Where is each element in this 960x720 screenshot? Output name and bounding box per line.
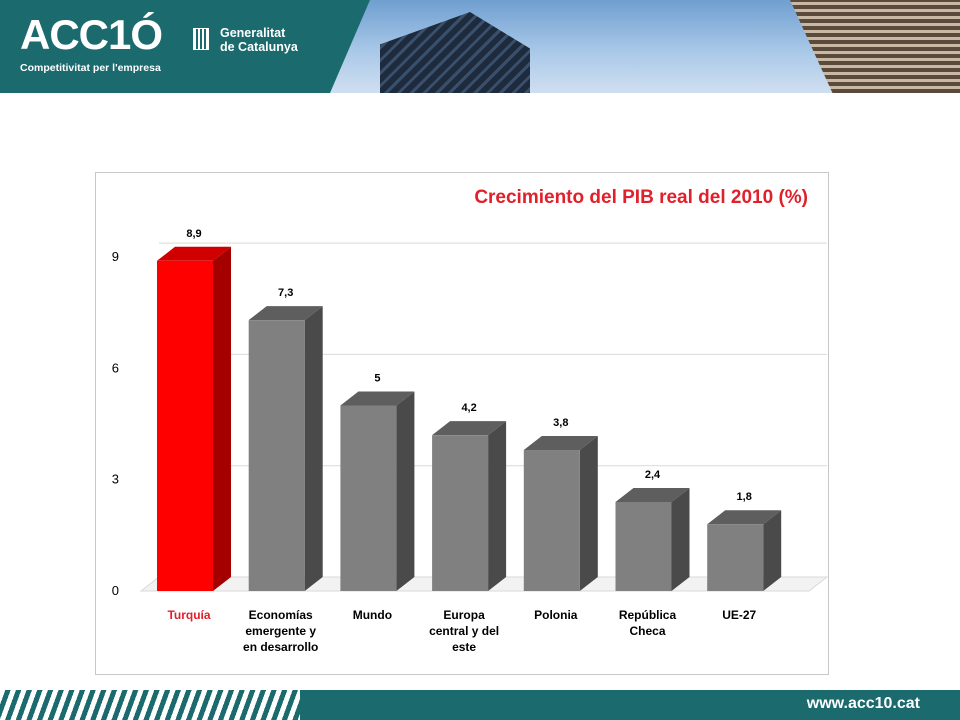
bar bbox=[523, 450, 580, 591]
data-label: 8,9 bbox=[186, 228, 201, 240]
y-tick-label: 9 bbox=[112, 249, 119, 264]
acc10-logo[interactable]: ACC1Ó bbox=[20, 11, 163, 58]
category-label: en desarrollo bbox=[243, 640, 318, 654]
category-label: Polonia bbox=[534, 608, 578, 622]
y-tick-label: 3 bbox=[112, 472, 119, 487]
data-label: 5 bbox=[374, 373, 380, 385]
footer-url-link[interactable]: www.acc10.cat bbox=[806, 695, 920, 712]
category-label: este bbox=[452, 640, 476, 654]
bar-top bbox=[615, 487, 690, 502]
bar-side bbox=[488, 421, 507, 591]
y-tick-label: 0 bbox=[112, 583, 119, 598]
chart-panel: 0 3 6 9 8,9 Turquía 7,3 Economías emergente y en … bbox=[95, 172, 829, 675]
bar bbox=[707, 524, 764, 591]
bar-side bbox=[763, 510, 782, 591]
header-banner: ACC1Ó Competitivitat per l'empresa Gener… bbox=[0, 0, 960, 93]
category-label: Europa bbox=[443, 608, 485, 622]
category-label: Turquía bbox=[167, 608, 210, 622]
bar-top bbox=[248, 306, 323, 321]
category-label: Mundo bbox=[353, 608, 392, 622]
y-tick-label: 6 bbox=[112, 360, 119, 375]
category-label: Checa bbox=[629, 624, 665, 638]
chart-title: Crecimiento del PIB real del 2010 (%) bbox=[474, 187, 808, 208]
bar-side bbox=[579, 436, 598, 591]
footer-stripes bbox=[0, 690, 300, 720]
bar-side bbox=[396, 391, 415, 591]
bar bbox=[157, 260, 213, 591]
bar bbox=[248, 320, 305, 591]
data-label: 4,2 bbox=[461, 402, 476, 414]
category-label: central y del bbox=[429, 624, 499, 638]
bar-chart: 0 3 6 9 8,9 Turquía 7,3 Economías emergente y en … bbox=[112, 228, 828, 654]
bar bbox=[432, 435, 489, 591]
generalitat-line2: de Catalunya bbox=[220, 40, 298, 54]
data-label: 1,8 bbox=[737, 491, 752, 503]
bar bbox=[340, 405, 397, 591]
footer-bar: www.acc10.cat bbox=[0, 690, 960, 720]
bar-top bbox=[157, 246, 231, 261]
generalitat-logo: Generalitat de Catalunya bbox=[220, 26, 298, 54]
bar-top bbox=[432, 421, 507, 436]
bar bbox=[615, 501, 672, 591]
bar-side bbox=[213, 246, 231, 591]
data-label: 7,3 bbox=[278, 287, 293, 299]
category-label: República bbox=[619, 608, 677, 622]
generalitat-line1: Generalitat bbox=[220, 26, 286, 40]
bar-top bbox=[340, 391, 415, 406]
bar-side bbox=[304, 306, 323, 591]
data-label: 2,4 bbox=[645, 469, 661, 481]
data-label: 3,8 bbox=[553, 417, 568, 429]
category-label: emergente y bbox=[245, 624, 316, 638]
category-label: UE-27 bbox=[722, 608, 756, 622]
generalitat-emblem-icon bbox=[193, 28, 209, 50]
acc10-tagline: Competitivitat per l'empresa bbox=[20, 62, 161, 74]
category-label: Economías bbox=[249, 608, 313, 622]
bar-top bbox=[523, 436, 598, 451]
bar-side bbox=[671, 487, 690, 591]
bar-top bbox=[707, 510, 782, 525]
